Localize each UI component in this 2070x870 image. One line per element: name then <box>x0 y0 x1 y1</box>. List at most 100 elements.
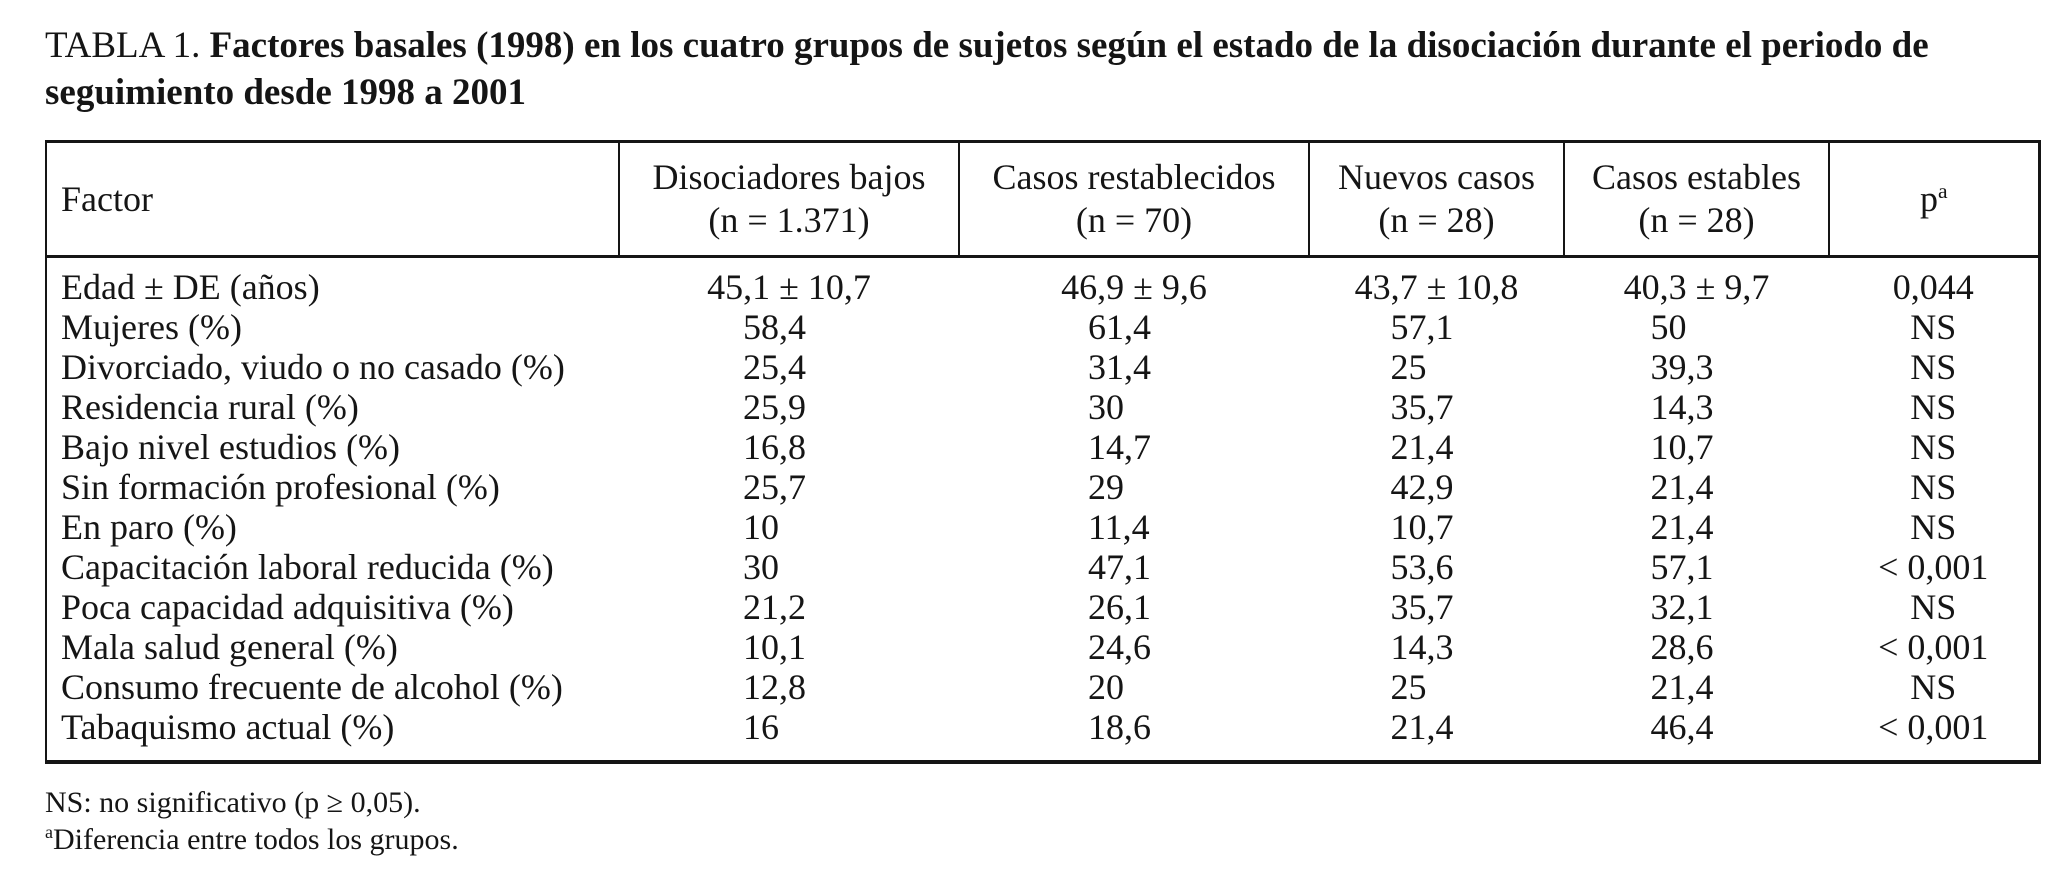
value: 58,4 <box>743 307 806 347</box>
value: 10,7 <box>1650 427 1714 467</box>
value-cell: 21,4 <box>1564 507 1829 547</box>
value: 21,4 <box>1390 707 1454 747</box>
value-cell: 25 <box>1309 347 1564 387</box>
table-row: Mala salud general (%) 10,1 24,6 14,3 28… <box>46 627 2039 667</box>
value-cell: 10 <box>619 507 959 547</box>
column-header-line2: (n = 1.371) <box>708 200 870 240</box>
value: 43,7 ± 10,8 <box>1354 267 1519 307</box>
value: 42,9 <box>1390 467 1454 507</box>
column-header-casos-estables: Casos estables (n = 28) <box>1563 141 1829 258</box>
p-value-cell: NS <box>1910 587 1957 627</box>
value: 57,1 <box>1390 307 1454 347</box>
value-cell: 26,1 <box>959 587 1309 627</box>
value-cell: 28,6 <box>1564 627 1829 667</box>
value-cell: 58,4 <box>619 307 959 347</box>
p-value-cell: < 0,001 <box>1878 547 1989 587</box>
value-cell: 57,1 <box>1564 547 1829 587</box>
value: 14,7 <box>1088 427 1151 467</box>
value-cell: 10,7 <box>1309 507 1564 547</box>
factor-cell: Mala salud general (%) <box>61 627 398 667</box>
p-superscript: a <box>1937 178 1948 203</box>
factor-cell: Residencia rural (%) <box>61 387 359 427</box>
value-cell: 21,4 <box>1564 667 1829 707</box>
value-cell: 14,3 <box>1309 627 1564 667</box>
value: 30 <box>1088 387 1124 427</box>
footnote-a-text: Diferencia entre todos los grupos. <box>53 823 459 856</box>
value: 57,1 <box>1650 547 1714 587</box>
factor-cell: Bajo nivel estudios (%) <box>61 427 400 467</box>
table-title-label: TABLA 1. <box>45 25 201 66</box>
p-value-cell: < 0,001 <box>1878 627 1989 667</box>
value: 45,1 ± 10,7 <box>707 267 871 307</box>
value: 18,6 <box>1088 707 1151 747</box>
value-cell: 14,3 <box>1564 387 1829 427</box>
value-cell: 10,1 <box>619 627 959 667</box>
factor-cell: Mujeres (%) <box>61 307 242 347</box>
value-cell: 16,8 <box>619 427 959 467</box>
value-cell: 24,6 <box>959 627 1309 667</box>
p-value-cell: NS <box>1910 387 1957 427</box>
value-cell: 16 <box>619 707 959 762</box>
column-header-line2: (n = 28) <box>1378 200 1495 240</box>
value: 14,3 <box>1390 627 1454 667</box>
value: 10 <box>743 507 779 547</box>
p-value-cell: NS <box>1910 467 1957 507</box>
p-value-cell: NS <box>1910 347 1957 387</box>
table-body: Edad ± DE (años) 45,1 ± 10,7 46,9 ± 9,6 … <box>46 257 2039 763</box>
value-cell: 35,7 <box>1309 587 1564 627</box>
value: 25 <box>1390 667 1427 707</box>
factors-table: Factor Disociadores bajos (n = 1.371) Ca… <box>45 140 2041 764</box>
footnote-a-superscript: a <box>45 822 53 842</box>
value: 21,4 <box>1650 467 1714 507</box>
column-header-line1: Disociadores bajos <box>652 157 926 197</box>
column-header-line1: Nuevos casos <box>1338 157 1535 197</box>
value-cell: 31,4 <box>959 347 1309 387</box>
value: 35,7 <box>1390 387 1454 427</box>
value: 25,4 <box>743 347 806 387</box>
value-cell: 21,4 <box>1309 427 1564 467</box>
value: 20 <box>1088 667 1124 707</box>
value-cell: 29 <box>959 467 1309 507</box>
value-cell: 21,4 <box>1564 467 1829 507</box>
value-cell: 47,1 <box>959 547 1309 587</box>
value: 39,3 <box>1650 347 1714 387</box>
table-title: TABLA 1. Factores basales (1998) en los … <box>45 22 1985 116</box>
value-cell: 57,1 <box>1309 307 1564 347</box>
value-cell: 18,6 <box>959 707 1309 762</box>
value-cell: 30 <box>619 547 959 587</box>
column-header-p: pa <box>1828 141 2039 258</box>
table-row: En paro (%) 10 11,4 10,7 21,4 NS <box>46 507 2039 547</box>
value-cell: 10,7 <box>1564 427 1829 467</box>
value: 10,1 <box>743 627 806 667</box>
value-cell: 43,7 ± 10,8 <box>1309 257 1564 307</box>
table-header: Factor Disociadores bajos (n = 1.371) Ca… <box>46 141 2039 258</box>
column-header-line1: Casos estables <box>1592 157 1801 197</box>
value: 46,4 <box>1650 707 1714 747</box>
value: 21,4 <box>1650 507 1714 547</box>
value: 25,9 <box>743 387 806 427</box>
value: 53,6 <box>1390 547 1454 587</box>
value-cell: 25 <box>1309 667 1564 707</box>
table-row: Poca capacidad adquisitiva (%) 21,2 26,1… <box>46 587 2039 627</box>
table-row: Residencia rural (%) 25,9 30 35,7 14,3 N… <box>46 387 2039 427</box>
footnote-a: aDiferencia entre todos los grupos. <box>45 821 2040 858</box>
value: 28,6 <box>1650 627 1714 667</box>
value-cell: 46,9 ± 9,6 <box>959 257 1309 307</box>
table-row: Divorciado, viudo o no casado (%) 25,4 3… <box>46 347 2039 387</box>
value: 40,3 ± 9,7 <box>1623 267 1770 307</box>
value-cell: 35,7 <box>1309 387 1564 427</box>
value: 21,4 <box>1650 667 1714 707</box>
table-row: Edad ± DE (años) 45,1 ± 10,7 46,9 ± 9,6 … <box>46 257 2039 307</box>
value-cell: 45,1 ± 10,7 <box>619 257 959 307</box>
value-cell: 21,2 <box>619 587 959 627</box>
value: 14,3 <box>1650 387 1714 427</box>
value: 21,4 <box>1390 427 1454 467</box>
column-header-line1: Casos restablecidos <box>992 157 1276 197</box>
value-cell: 25,9 <box>619 387 959 427</box>
value: 31,4 <box>1088 347 1151 387</box>
factor-cell: Consumo frecuente de alcohol (%) <box>61 667 563 707</box>
value-cell: 11,4 <box>959 507 1309 547</box>
table-title-text: Factores basales (1998) en los cuatro gr… <box>45 25 1929 113</box>
factor-cell: Poca capacidad adquisitiva (%) <box>61 587 514 627</box>
value: 25,7 <box>743 467 806 507</box>
